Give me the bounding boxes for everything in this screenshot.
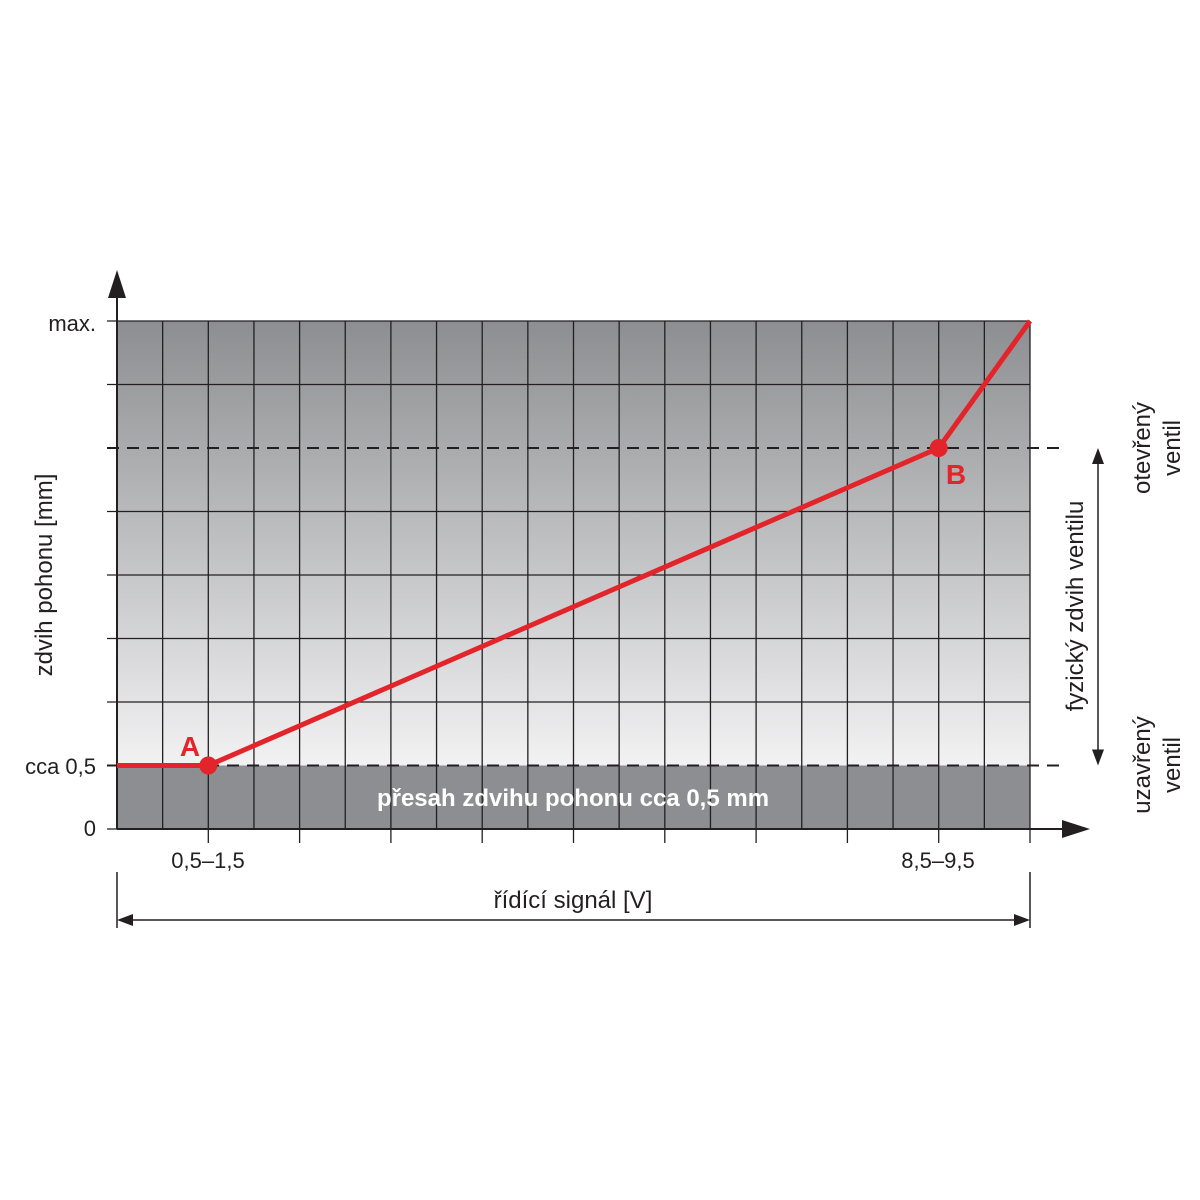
y-tick-label-cca: cca 0,5 xyxy=(25,754,96,779)
y-axis-label: zdvih pohonu [mm] xyxy=(31,474,58,677)
series-line xyxy=(117,319,1033,768)
x-tick-label-a: 0,5–1,5 xyxy=(171,848,244,873)
axes xyxy=(108,270,1104,928)
closed-valve-label-line2: ventil xyxy=(1159,737,1186,793)
closed-valve-label-line1: uzavřený xyxy=(1129,716,1156,813)
x-tick-label-b: 8,5–9,5 xyxy=(901,848,974,873)
stroke-range-arrow-bottom xyxy=(1092,749,1104,766)
range-arrow-head-right xyxy=(1014,914,1030,926)
marker-label-a: A xyxy=(180,731,200,762)
marker-point-b xyxy=(929,439,948,457)
y-axis-arrow xyxy=(108,270,126,298)
curve-layer xyxy=(117,319,1033,775)
range-arrow-head-left xyxy=(117,914,133,926)
grid-lines xyxy=(107,320,1031,830)
marker-label-b: B xyxy=(946,459,966,490)
overlap-band-label: přesah zdvihu pohonu cca 0,5 mm xyxy=(377,785,769,812)
y-tick-label-zero: 0 xyxy=(84,816,96,841)
x-axis-label: řídící signál [V] xyxy=(494,887,653,914)
y-tick-label-max: max. xyxy=(48,311,96,336)
marker-point-a xyxy=(199,756,218,775)
stroke-range-arrow-top xyxy=(1092,448,1104,464)
open-valve-label-line1: otevřený xyxy=(1129,402,1156,494)
x-axis-arrow xyxy=(1062,820,1090,838)
stroke-range-label: fyzický zdvih ventilu xyxy=(1062,501,1089,712)
open-valve-label-line2: ventil xyxy=(1159,420,1186,476)
